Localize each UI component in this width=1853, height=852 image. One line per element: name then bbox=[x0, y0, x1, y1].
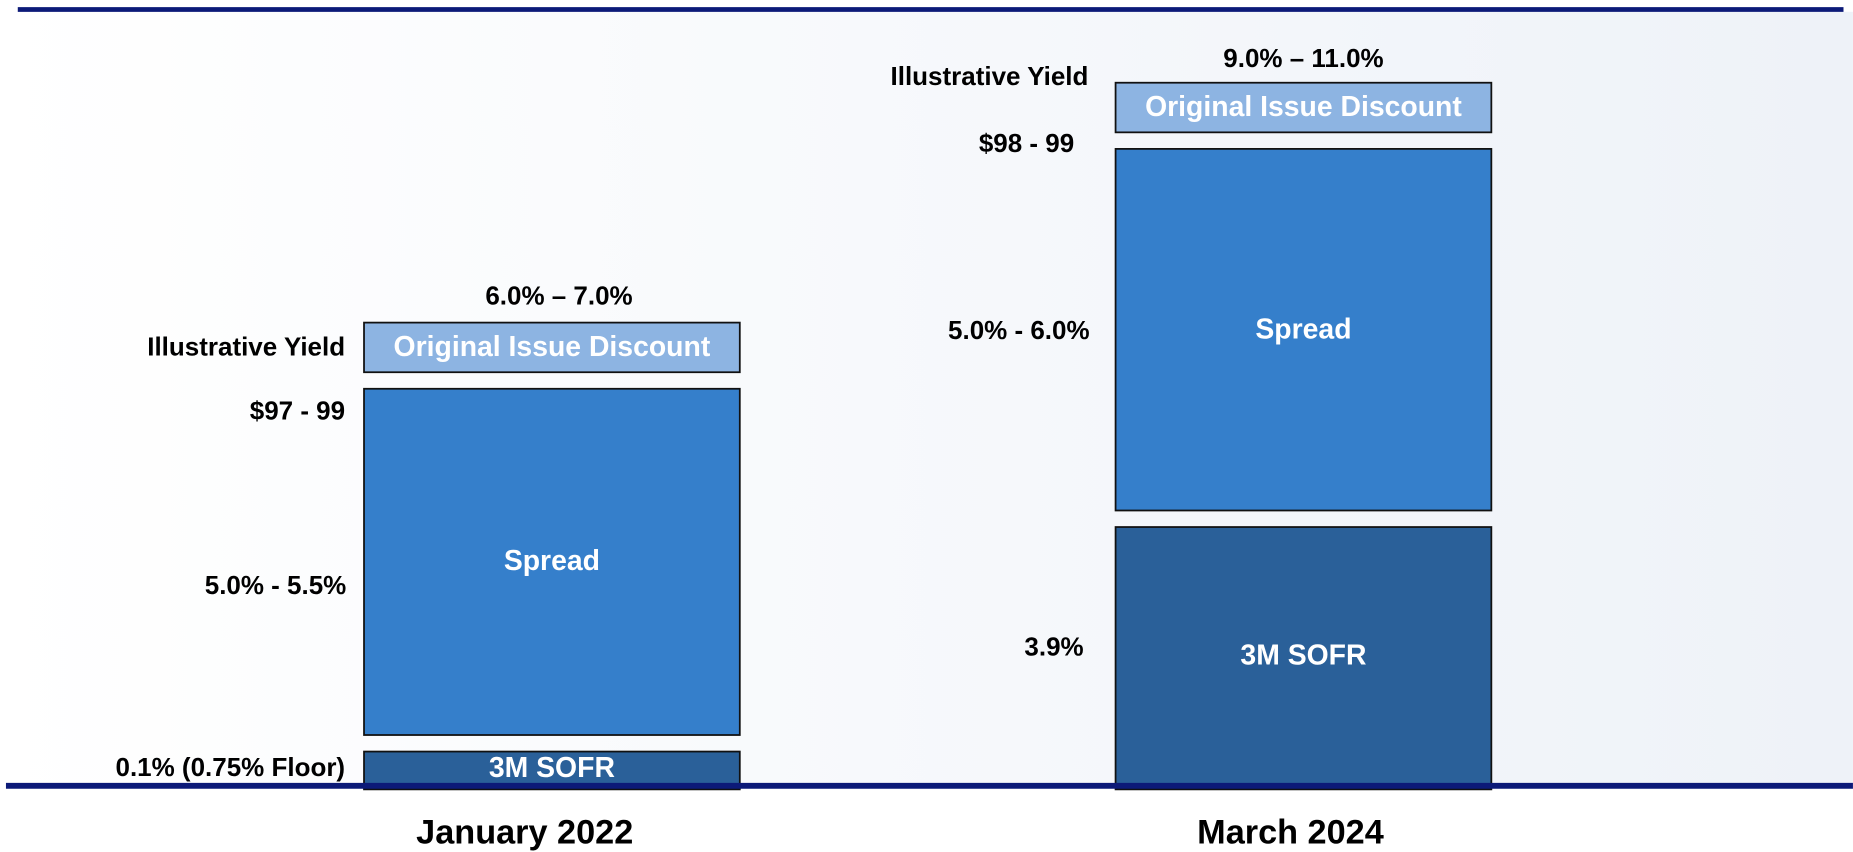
price: $97 - 99 bbox=[250, 395, 345, 425]
spread-range: 5.0% - 6.0% bbox=[948, 315, 1090, 345]
oid-box bbox=[363, 321, 741, 374]
spread-label: Spread bbox=[1255, 313, 1351, 345]
yield-range: 9.0% – 11.0% bbox=[1223, 43, 1383, 73]
yield-label: Illustrative Yield bbox=[891, 61, 1089, 91]
sofr-value: 0.1% (0.75% Floor) bbox=[115, 752, 345, 782]
spread-box bbox=[363, 387, 741, 736]
oid-label: Original Issue Discount bbox=[394, 331, 711, 363]
sofr-box bbox=[1114, 526, 1493, 791]
column-mar-2024: 9.0% – 11.0% Illustrative Yield Original… bbox=[891, 43, 1493, 851]
oid-box bbox=[1114, 81, 1493, 134]
spread-label: Spread bbox=[504, 545, 600, 577]
sofr-value: 3.9% bbox=[1024, 632, 1083, 662]
sofr-label: 3M SOFR bbox=[1240, 640, 1366, 672]
yield-label: Illustrative Yield bbox=[147, 331, 345, 361]
oid-label: Original Issue Discount bbox=[1145, 91, 1462, 123]
sofr-label: 3M SOFR bbox=[489, 752, 615, 784]
column-label: March 2024 bbox=[1197, 813, 1384, 851]
spread-range: 5.0% - 5.5% bbox=[205, 570, 347, 600]
spread-box bbox=[1114, 148, 1493, 512]
column-label: January 2022 bbox=[416, 813, 633, 851]
panel bbox=[0, 11, 1853, 786]
price: $98 - 99 bbox=[979, 128, 1074, 158]
yield-range: 6.0% – 7.0% bbox=[485, 281, 632, 311]
